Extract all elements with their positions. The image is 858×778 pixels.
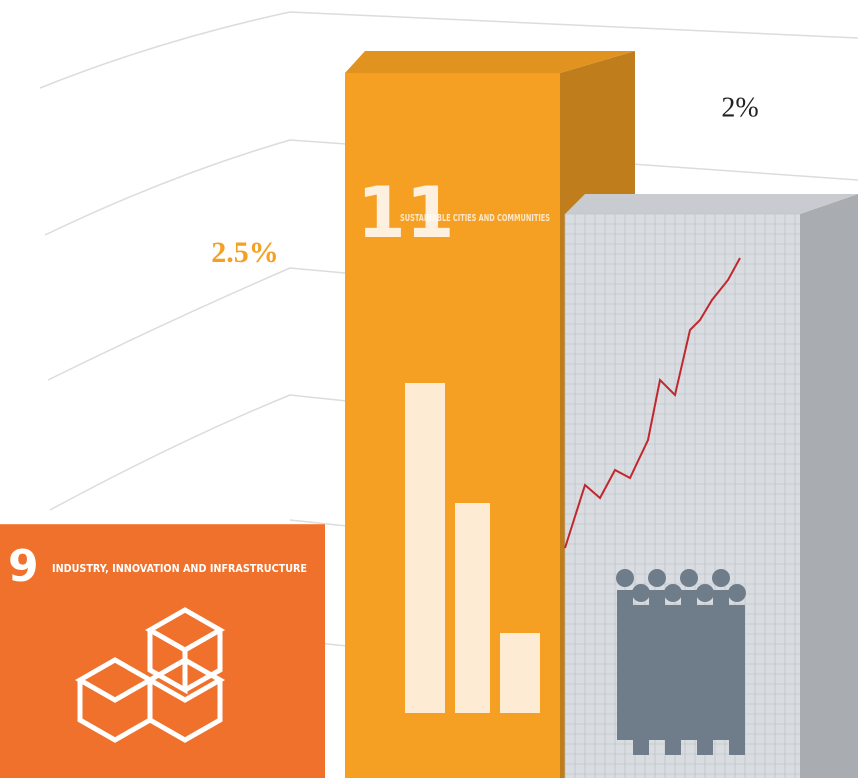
- sdg-name: INDUSTRY, INNOVATION AND INFRASTRUCTURE: [52, 562, 307, 575]
- head: [680, 569, 698, 587]
- building: [405, 383, 445, 713]
- head: [616, 569, 634, 587]
- body: [681, 590, 697, 740]
- cube: [74, 607, 226, 743]
- sdg-number: 11: [357, 172, 454, 254]
- head: [696, 584, 714, 602]
- cube-icon: [74, 607, 226, 743]
- body: [665, 605, 681, 755]
- body: [697, 605, 713, 755]
- building: [500, 633, 540, 713]
- body: [633, 605, 649, 755]
- bar-top: [345, 51, 635, 73]
- people-icon: [616, 569, 746, 755]
- body: [617, 590, 633, 740]
- body: [649, 590, 665, 740]
- head: [728, 584, 746, 602]
- bar-side: [800, 194, 858, 778]
- value-label: 2.5%: [211, 236, 279, 269]
- head: [664, 584, 682, 602]
- city-icon: [405, 383, 540, 713]
- body: [713, 590, 729, 740]
- trend-decoration: [564, 257, 741, 549]
- head: [712, 569, 730, 587]
- sdg-number: 9: [8, 541, 39, 592]
- bar-top: [565, 194, 858, 214]
- head: [632, 584, 650, 602]
- bar: [0, 524, 325, 778]
- sdg-name: SUSTAINABLE CITIES AND COMMUNITIES: [400, 213, 550, 224]
- building: [455, 503, 490, 713]
- value-label: 2%: [721, 92, 758, 123]
- head: [648, 569, 666, 587]
- body: [729, 605, 745, 755]
